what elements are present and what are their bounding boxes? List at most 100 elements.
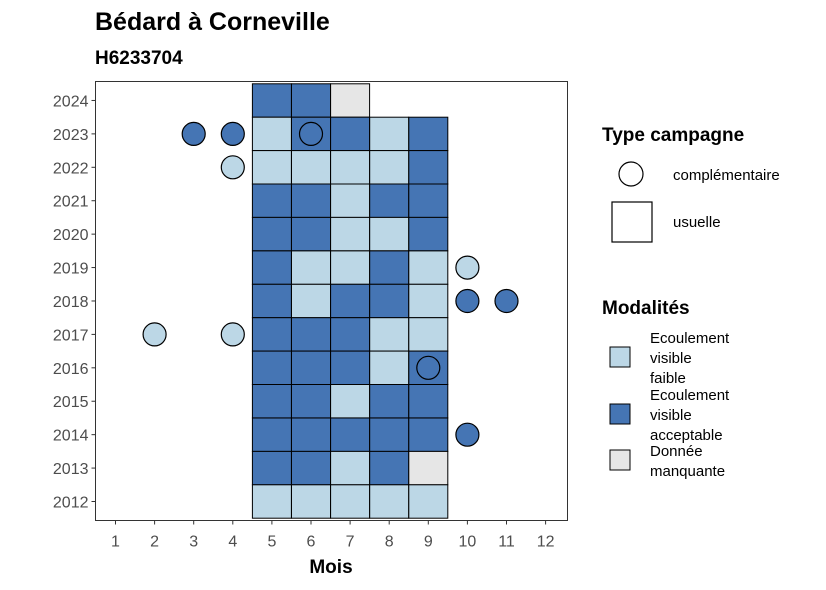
point-2022-4 <box>220 155 245 180</box>
tile-2013-8 <box>369 450 410 486</box>
tile-2016-6 <box>291 350 331 386</box>
tile-2014-7 <box>330 417 371 452</box>
legend-square-key <box>611 201 653 243</box>
legend-label-acceptable-1: visible <box>650 407 692 424</box>
x-axis: 1 2 3 4 5 6 7 8 9 10 11 12 <box>111 520 555 551</box>
legend-type-label-usuelle: usuelle <box>673 214 721 231</box>
legend-type-label-complementaire: complémentaire <box>673 167 780 184</box>
points-layer <box>142 121 519 447</box>
tile-2022-5 <box>251 150 292 185</box>
point-2018-11 <box>494 288 519 314</box>
tile-2015-6 <box>291 384 331 419</box>
tile-2019-6 <box>291 250 331 285</box>
x-tick-label-4: 4 <box>228 534 237 551</box>
tile-2021-8 <box>369 183 410 218</box>
tile-2019-8 <box>369 250 410 285</box>
x-tick-label-8: 8 <box>385 534 394 551</box>
tile-2012-8 <box>369 484 410 519</box>
point-2017-2 <box>142 322 167 347</box>
chart-subtitle: H6233704 <box>95 48 183 69</box>
tile-2020-9 <box>408 216 449 252</box>
tile-2020-5 <box>251 216 292 252</box>
tile-2021-5 <box>251 183 292 218</box>
legend-modalites-title: Modalités <box>602 298 690 319</box>
y-tick-label-2022: 2022 <box>53 160 89 177</box>
tile-2022-9 <box>408 150 449 185</box>
legend-label-faible-1: visible <box>650 350 692 367</box>
tile-2021-9 <box>408 183 449 218</box>
tile-2020-8 <box>369 216 410 252</box>
y-tick-label-2024: 2024 <box>53 93 89 110</box>
tile-2013-7 <box>330 450 371 486</box>
point-2023-4 <box>220 121 245 146</box>
tile-2015-9 <box>408 384 449 419</box>
x-tick-label-12: 12 <box>537 534 555 551</box>
x-tick-label-2: 2 <box>150 534 159 551</box>
tile-2024-6 <box>291 83 331 118</box>
x-tick-label-9: 9 <box>424 534 433 551</box>
tile-2024-7 <box>330 83 371 118</box>
tile-2016-7 <box>330 350 371 386</box>
tile-2019-7 <box>330 250 371 285</box>
x-tick-label-6: 6 <box>307 534 316 551</box>
tile-2018-6 <box>291 283 331 319</box>
tile-2018-7 <box>330 283 371 319</box>
y-tick-label-2014: 2014 <box>53 428 89 445</box>
tile-2012-9 <box>408 484 449 519</box>
tile-2017-8 <box>369 317 410 352</box>
point-2014-10 <box>455 422 480 447</box>
chart-title: Bédard à Corneville <box>95 8 330 36</box>
legend-label-acceptable-2: acceptable <box>650 427 723 444</box>
point-2023-3 <box>181 121 206 146</box>
y-tick-label-2023: 2023 <box>53 127 89 144</box>
point-2017-4 <box>220 322 245 347</box>
tile-2019-5 <box>251 250 292 285</box>
tile-2020-7 <box>330 216 371 252</box>
y-tick-label-2020: 2020 <box>53 227 89 244</box>
legend-key-faible <box>609 346 631 368</box>
tile-2020-6 <box>291 216 331 252</box>
tile-2023-8 <box>369 116 410 152</box>
tile-2014-5 <box>251 417 292 452</box>
tile-2021-7 <box>330 183 371 218</box>
tile-2012-6 <box>291 484 331 519</box>
tile-2017-7 <box>330 317 371 352</box>
point-2018-10 <box>455 288 480 314</box>
tiles-layer <box>251 83 449 519</box>
tile-2012-5 <box>251 484 292 519</box>
x-tick-label-1: 1 <box>111 534 120 551</box>
y-axis: 2012 2013 2014 2015 2016 2017 2018 2019 2020 2021… <box>53 93 96 512</box>
tile-2018-8 <box>369 283 410 319</box>
y-tick-label-2012: 2012 <box>53 495 89 512</box>
tile-2014-9 <box>408 417 449 452</box>
y-tick-label-2013: 2013 <box>53 461 89 478</box>
tile-2014-8 <box>369 417 410 452</box>
tile-2017-6 <box>291 317 331 352</box>
tile-2018-9 <box>408 283 449 319</box>
legend-type-title: Type campagne <box>602 125 744 146</box>
x-axis-title: Mois <box>309 557 352 578</box>
x-tick-label-5: 5 <box>267 534 276 551</box>
x-tick-label-3: 3 <box>189 534 198 551</box>
tile-2018-5 <box>251 283 292 319</box>
legend-label-acceptable-0: Ecoulement <box>650 387 730 404</box>
x-tick-label-10: 10 <box>459 534 477 551</box>
tile-2012-7 <box>330 484 371 519</box>
tile-2016-8 <box>369 350 410 386</box>
tile-2019-9 <box>408 250 449 285</box>
tile-2024-5 <box>251 83 292 118</box>
legend-label-faible-0: Ecoulement <box>650 330 730 347</box>
tile-2022-8 <box>369 150 410 185</box>
y-tick-label-2021: 2021 <box>53 194 89 211</box>
tile-2023-9 <box>408 116 449 152</box>
tile-2017-5 <box>251 317 292 352</box>
legend-label-manquante-1: manquante <box>650 463 725 480</box>
tile-2015-5 <box>251 384 292 419</box>
legend-modalites: Modalités EcoulementvisiblefaibleEcoulem… <box>602 298 730 480</box>
tile-2013-9 <box>408 450 449 486</box>
legend-label-manquante-0: Donnée <box>650 443 703 460</box>
y-tick-label-2017: 2017 <box>53 327 89 344</box>
point-2016-9 <box>416 355 441 380</box>
tile-2022-6 <box>291 150 331 185</box>
